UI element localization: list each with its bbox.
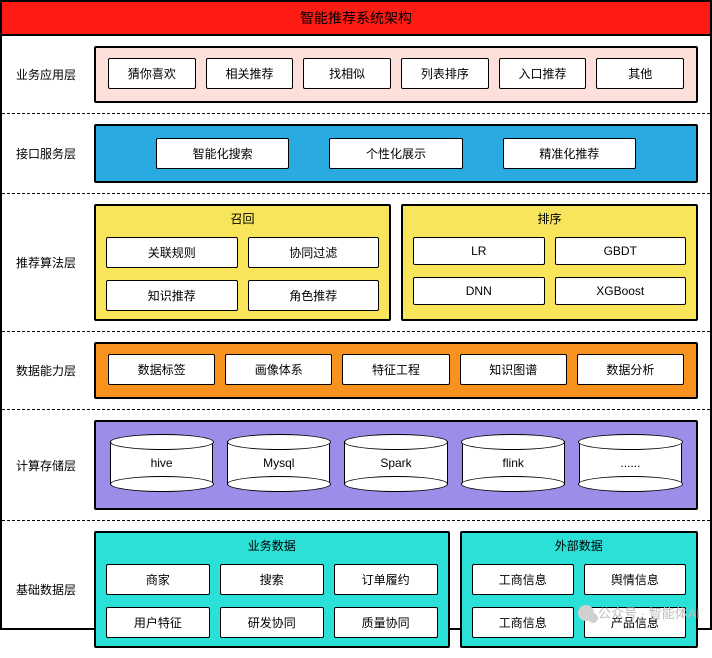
chip: 工商信息: [472, 564, 574, 595]
chip: 舆情信息: [584, 564, 686, 595]
chip: 协同过滤: [248, 237, 380, 268]
chip: 画像体系: [225, 354, 332, 385]
layer-label: 接口服务层: [2, 114, 90, 193]
chip: 商家: [106, 564, 210, 595]
layer-body: 猜你喜欢相关推荐找相似列表排序入口推荐其他: [90, 36, 710, 113]
group-title: 排序: [403, 206, 696, 233]
chip-row: DNN XGBoost: [403, 273, 696, 313]
chip-row: 关联规则协同过滤: [96, 233, 389, 276]
group-title: 召回: [96, 206, 389, 233]
layer-label: 计算存储层: [2, 410, 90, 520]
cylinder-label: hive: [151, 456, 173, 470]
layer-label: 推荐算法层: [2, 194, 90, 331]
layer-3: 数据能力层数据标签画像体系特征工程知识图谱数据分析: [2, 332, 710, 410]
chip-row: 数据标签画像体系特征工程知识图谱数据分析: [96, 344, 696, 397]
layer-panel: 数据标签画像体系特征工程知识图谱数据分析: [94, 342, 698, 399]
chip: DNN: [413, 277, 545, 305]
layer-body: 业务数据商家搜索订单履约用户特征研发协同质量协同外部数据工商信息舆情信息工商信息…: [90, 521, 710, 658]
layer-label: 数据能力层: [2, 332, 90, 409]
chip-row: 知识推荐角色推荐: [96, 276, 389, 319]
chip: 搜索: [220, 564, 324, 595]
group-title: 业务数据: [96, 533, 448, 560]
storage-cylinder: flink: [462, 441, 565, 485]
cylinder-label: ......: [620, 456, 640, 470]
cylinder-label: Mysql: [263, 456, 294, 470]
chip: 列表排序: [401, 58, 489, 89]
layer-panel: hive Mysql Spark flink......: [94, 420, 698, 510]
chip: 精准化推荐: [503, 138, 636, 169]
storage-cylinder: Mysql: [227, 441, 330, 485]
storage-cylinder: Spark: [344, 441, 447, 485]
chip: 找相似: [303, 58, 391, 89]
chip: 知识图谱: [460, 354, 567, 385]
layer-body: 数据标签画像体系特征工程知识图谱数据分析: [90, 332, 710, 409]
chip: 智能化搜索: [156, 138, 289, 169]
chip-row: 智能化搜索 个性化展示 精准化推荐: [96, 126, 696, 181]
layer-body: 智能化搜索 个性化展示 精准化推荐: [90, 114, 710, 193]
chip: 角色推荐: [248, 280, 380, 311]
group-panel: 外部数据工商信息舆情信息工商信息产品信息: [460, 531, 698, 648]
chip: 用户特征: [106, 607, 210, 638]
layer-body: hive Mysql Spark flink......: [90, 410, 710, 520]
group-panel: 业务数据商家搜索订单履约用户特征研发协同质量协同: [94, 531, 450, 648]
cylinder-row: hive Mysql Spark flink......: [96, 422, 696, 508]
chip: 猜你喜欢: [108, 58, 196, 89]
dual-container: 召回关联规则协同过滤知识推荐角色推荐排序LRGBDTDNNXGBoost: [94, 204, 698, 321]
chip: 相关推荐: [206, 58, 294, 89]
chip: LR: [413, 237, 545, 265]
diagram-title: 智能推荐系统架构: [2, 2, 710, 36]
chip: 特征工程: [342, 354, 449, 385]
chip: 数据分析: [577, 354, 684, 385]
chip-row: 工商信息舆情信息: [462, 560, 696, 603]
layer-label: 基础数据层: [2, 521, 90, 658]
storage-cylinder: ......: [579, 441, 682, 485]
chip: 质量协同: [334, 607, 438, 638]
chip-row: 用户特征研发协同质量协同: [96, 603, 448, 646]
chip-row: 工商信息产品信息: [462, 603, 696, 646]
layer-panel: 智能化搜索 个性化展示 精准化推荐: [94, 124, 698, 183]
layer-body: 召回关联规则协同过滤知识推荐角色推荐排序LRGBDTDNNXGBoost: [90, 194, 710, 331]
layer-0: 业务应用层猜你喜欢相关推荐找相似列表排序入口推荐其他: [2, 36, 710, 114]
chip-row: 猜你喜欢相关推荐找相似列表排序入口推荐其他: [96, 48, 696, 101]
group-title: 外部数据: [462, 533, 696, 560]
chip: 入口推荐: [499, 58, 587, 89]
dual-container: 业务数据商家搜索订单履约用户特征研发协同质量协同外部数据工商信息舆情信息工商信息…: [94, 531, 698, 648]
chip: 知识推荐: [106, 280, 238, 311]
cylinder-label: flink: [503, 456, 524, 470]
chip: 订单履约: [334, 564, 438, 595]
chip: XGBoost: [555, 277, 687, 305]
layer-1: 接口服务层 智能化搜索 个性化展示 精准化推荐: [2, 114, 710, 194]
layers-container: 业务应用层猜你喜欢相关推荐找相似列表排序入口推荐其他接口服务层智能化搜索个性化展…: [2, 36, 710, 658]
group-panel: 排序 LR GBDT DNN XGBoost: [401, 204, 698, 321]
chip: 产品信息: [584, 607, 686, 638]
layer-4: 计算存储层 hive Mysql Spark flink......: [2, 410, 710, 521]
chip: 关联规则: [106, 237, 238, 268]
layer-5: 基础数据层业务数据商家搜索订单履约用户特征研发协同质量协同外部数据工商信息舆情信…: [2, 521, 710, 658]
chip-row: LR GBDT: [403, 233, 696, 273]
chip: 研发协同: [220, 607, 324, 638]
layer-panel: 猜你喜欢相关推荐找相似列表排序入口推荐其他: [94, 46, 698, 103]
architecture-frame: 智能推荐系统架构 业务应用层猜你喜欢相关推荐找相似列表排序入口推荐其他接口服务层…: [0, 0, 712, 630]
layer-label: 业务应用层: [2, 36, 90, 113]
chip: GBDT: [555, 237, 687, 265]
cylinder-label: Spark: [380, 456, 411, 470]
chip-row: 商家搜索订单履约: [96, 560, 448, 603]
chip: 其他: [596, 58, 684, 89]
chip: 工商信息: [472, 607, 574, 638]
chip: 数据标签: [108, 354, 215, 385]
storage-cylinder: hive: [110, 441, 213, 485]
group-panel: 召回关联规则协同过滤知识推荐角色推荐: [94, 204, 391, 321]
chip: 个性化展示: [329, 138, 462, 169]
layer-2: 推荐算法层召回关联规则协同过滤知识推荐角色推荐排序LRGBDTDNNXGBoos…: [2, 194, 710, 332]
